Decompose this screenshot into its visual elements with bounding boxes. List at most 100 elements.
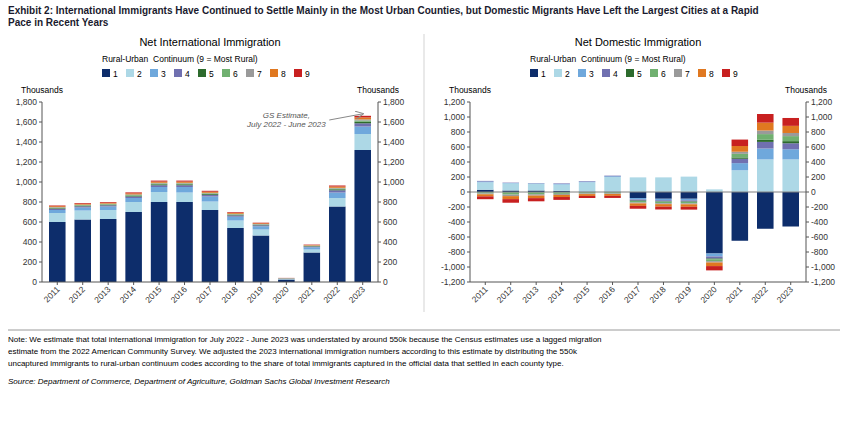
bar-segment	[630, 192, 647, 198]
x-tick-label: 2016	[597, 284, 618, 305]
bar-segment	[329, 188, 346, 190]
y2-axis-label: Thousands	[357, 85, 399, 95]
legend-swatch	[126, 69, 134, 77]
y2-tick	[378, 122, 381, 123]
bar-segment	[176, 193, 193, 203]
y-tick	[467, 267, 470, 268]
y2-tick-label: 1,000	[811, 112, 833, 122]
figure-title: Exhibit 2: International Immigrants Have…	[8, 5, 759, 28]
x-tick	[82, 282, 83, 285]
bar-segment	[757, 149, 774, 160]
legend-label: 1	[113, 69, 118, 79]
bar-segment	[100, 204, 117, 206]
x-tick-label: 2022	[321, 284, 342, 305]
x-tick-label: 2012	[495, 284, 516, 305]
legend: Rural-Urban Continuum (9 = Most Rural)12…	[530, 54, 738, 79]
y-tick-label: 200	[23, 257, 37, 267]
y2-tick-label: 0	[811, 187, 816, 197]
y2-tick	[378, 262, 381, 263]
y-tick	[39, 122, 42, 123]
bar-segment	[202, 210, 219, 282]
y2-tick-label: 800	[811, 127, 825, 137]
y2-tick	[806, 132, 809, 133]
bar-segment	[304, 244, 321, 245]
bar-segment	[354, 134, 371, 150]
y2-tick-label: 400	[383, 237, 397, 247]
bar-segment	[477, 181, 494, 183]
legend-swatch	[222, 69, 230, 77]
x-tick-label: 2013	[92, 284, 113, 305]
y-tick-label: 600	[23, 217, 37, 227]
legend: Rural-Urban Continuum (9 = Most Rural)12…	[102, 54, 310, 79]
bar-segment	[706, 257, 723, 259]
bar-segment	[757, 123, 774, 131]
annotation-arrow	[329, 114, 362, 120]
bar-segment	[49, 207, 66, 209]
bar-segment	[528, 184, 545, 191]
bar-segment	[528, 183, 545, 184]
x-tick	[337, 282, 338, 285]
y2-tick-label: 1,800	[383, 97, 405, 107]
x-tick-label: 2018	[647, 284, 668, 305]
bar-segment	[528, 198, 545, 201]
bar-segment	[202, 202, 219, 211]
legend-swatch	[698, 69, 706, 77]
legend-label: 4	[185, 69, 190, 79]
legend-label: 4	[613, 69, 618, 79]
bar-segment	[477, 180, 494, 182]
x-tick-label: 2017	[622, 284, 643, 305]
y-tick	[467, 162, 470, 163]
y-tick-label: 1,200	[16, 157, 38, 167]
bar-segment	[732, 154, 749, 158]
y-tick-label: -400	[448, 217, 465, 227]
bar-segment	[655, 201, 672, 202]
y-tick	[39, 182, 42, 183]
y2-tick	[806, 267, 809, 268]
bar-segment	[329, 198, 346, 207]
x-tick	[133, 282, 134, 285]
x-tick-label: 2017	[194, 284, 215, 305]
legend-swatch	[150, 69, 158, 77]
bar-segment	[354, 116, 371, 118]
bar-segment	[74, 203, 91, 205]
bar-segment	[579, 182, 596, 191]
y2-tick-label: 1,200	[811, 97, 833, 107]
bar-segment	[630, 201, 647, 203]
bar-segment	[757, 114, 774, 123]
x-tick-label: 2016	[169, 284, 190, 305]
x-tick	[235, 282, 236, 285]
bar-segment	[782, 136, 799, 141]
legend-swatch	[626, 69, 634, 77]
x-tick	[108, 282, 109, 285]
bar-segment	[329, 207, 346, 283]
bar-segment	[477, 182, 494, 190]
bar-segment	[176, 202, 193, 282]
y2-tick	[378, 222, 381, 223]
bar-segment	[227, 217, 244, 221]
bar-segment	[782, 126, 799, 133]
bar-segment	[732, 157, 749, 158]
y2-tick-label: 600	[383, 217, 397, 227]
bar-segment	[732, 146, 749, 152]
y2-tick	[806, 222, 809, 223]
bar-segment	[278, 278, 295, 279]
bar-segment	[74, 205, 91, 207]
y2-axis-line	[378, 102, 379, 282]
x-tick-label: 2020	[270, 284, 291, 305]
bar-segment	[782, 133, 799, 136]
y2-tick-label: -600	[811, 232, 828, 242]
bar-segment	[304, 245, 321, 247]
x-tick-label: 2020	[698, 284, 719, 305]
bar-segment	[329, 186, 346, 187]
x-tick	[311, 282, 312, 285]
bar-segment	[732, 152, 749, 154]
bar-segment	[202, 197, 219, 202]
bar-segment	[49, 209, 66, 210]
y-tick-label: 1,600	[16, 117, 38, 127]
bar-segment	[176, 182, 193, 184]
legend-label: 8	[709, 69, 714, 79]
bar-segment	[304, 246, 321, 248]
bar-segment	[227, 213, 244, 215]
bar-segment	[151, 182, 168, 184]
bar-segment	[151, 187, 168, 192]
